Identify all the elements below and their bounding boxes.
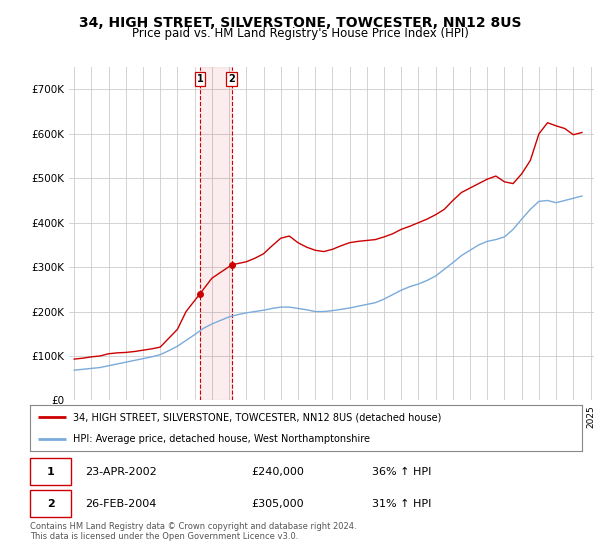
Text: £240,000: £240,000	[251, 466, 304, 477]
FancyBboxPatch shape	[30, 458, 71, 485]
Text: 34, HIGH STREET, SILVERSTONE, TOWCESTER, NN12 8US (detached house): 34, HIGH STREET, SILVERSTONE, TOWCESTER,…	[73, 412, 442, 422]
Text: 36% ↑ HPI: 36% ↑ HPI	[372, 466, 431, 477]
Text: HPI: Average price, detached house, West Northamptonshire: HPI: Average price, detached house, West…	[73, 435, 370, 444]
Text: Price paid vs. HM Land Registry's House Price Index (HPI): Price paid vs. HM Land Registry's House …	[131, 27, 469, 40]
Text: 23-APR-2002: 23-APR-2002	[85, 466, 157, 477]
Text: 31% ↑ HPI: 31% ↑ HPI	[372, 499, 431, 509]
Text: 1: 1	[47, 466, 55, 477]
Text: 1: 1	[197, 74, 203, 84]
Text: Contains HM Land Registry data © Crown copyright and database right 2024.
This d: Contains HM Land Registry data © Crown c…	[30, 522, 356, 542]
Text: 34, HIGH STREET, SILVERSTONE, TOWCESTER, NN12 8US: 34, HIGH STREET, SILVERSTONE, TOWCESTER,…	[79, 16, 521, 30]
Text: 2: 2	[228, 74, 235, 84]
Text: 26-FEB-2004: 26-FEB-2004	[85, 499, 157, 509]
Bar	[200, 67, 232, 400]
Text: 2: 2	[47, 499, 55, 509]
Text: £305,000: £305,000	[251, 499, 304, 509]
FancyBboxPatch shape	[30, 491, 71, 517]
